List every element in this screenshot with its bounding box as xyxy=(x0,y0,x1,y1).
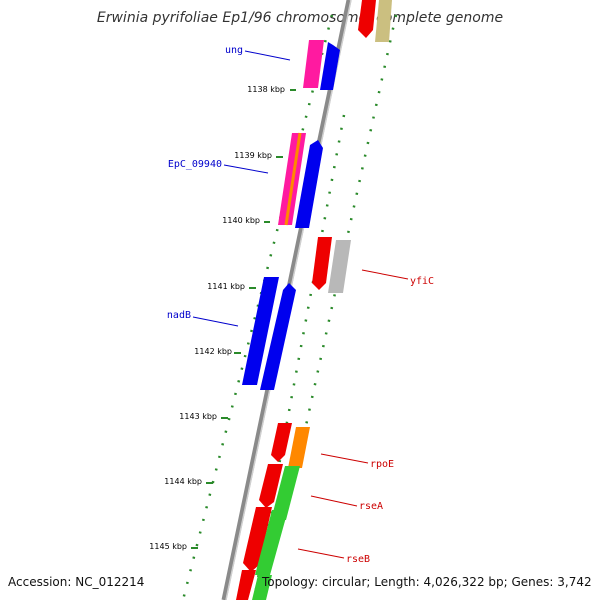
gene-label-nadB: nadB xyxy=(167,310,191,321)
yfiC-feature-gray xyxy=(328,240,351,293)
rpoE-leader-line xyxy=(320,453,369,464)
gene-label-rseB: rseB xyxy=(346,554,370,565)
topology-label: Topology: circular; Length: 4,026,322 bp… xyxy=(262,575,592,589)
tick-label-1142: 1142 kbp xyxy=(194,347,232,356)
bottom-feature-red xyxy=(236,570,256,600)
yfiC-feature-red xyxy=(312,237,332,290)
nadB-leader-line xyxy=(192,316,239,327)
rseA-leader-line xyxy=(310,495,358,507)
ung-feature-pink xyxy=(303,40,324,88)
tick-label-1139: 1139 kbp xyxy=(234,151,272,160)
ung-feature-blue xyxy=(320,42,340,90)
gene-feature-top-red xyxy=(358,0,376,38)
gene-label-rpoE: rpoE xyxy=(370,459,394,470)
epc-feature-orange-stripe xyxy=(284,132,302,226)
rseB-leader-line xyxy=(297,548,345,559)
ung-leader-line xyxy=(244,50,291,61)
rseB-feature-red xyxy=(243,507,272,572)
gene-feature-top-olive xyxy=(375,0,392,42)
yfiC-leader-line xyxy=(361,269,409,280)
tick-label-1144: 1144 kbp xyxy=(164,477,202,486)
epc-feature-blue xyxy=(295,140,323,228)
tick-label-1141: 1141 kbp xyxy=(207,282,245,291)
bottom-feature-green xyxy=(252,575,272,600)
map-title: Erwinia pyrifoliae Ep1/96 chromosome, co… xyxy=(96,10,504,26)
gene-label-epc-09940: EpC_09940 xyxy=(168,159,222,170)
gene-label-yfiC: yfiC xyxy=(410,276,434,287)
gene-label-ung: ung xyxy=(225,45,243,56)
nadB-feature-blue-1 xyxy=(242,277,279,385)
rseA-feature-green xyxy=(271,466,300,520)
rpoE-feature-orange xyxy=(288,427,310,468)
nadB-feature-blue-2 xyxy=(260,283,296,390)
accession-label: Accession: NC_012214 xyxy=(8,575,145,589)
tick-label-1138: 1138 kbp xyxy=(247,85,285,94)
rseA-feature-red xyxy=(259,464,283,508)
tick-label-1143: 1143 kbp xyxy=(179,412,217,421)
tick-label-1140: 1140 kbp xyxy=(222,216,260,225)
epc-leader-line xyxy=(223,164,269,174)
rpoE-feature-red xyxy=(271,423,292,462)
rseB-feature-green xyxy=(255,510,288,575)
tick-label-1145: 1145 kbp xyxy=(149,542,187,551)
gene-label-rseA: rseA xyxy=(359,501,383,512)
